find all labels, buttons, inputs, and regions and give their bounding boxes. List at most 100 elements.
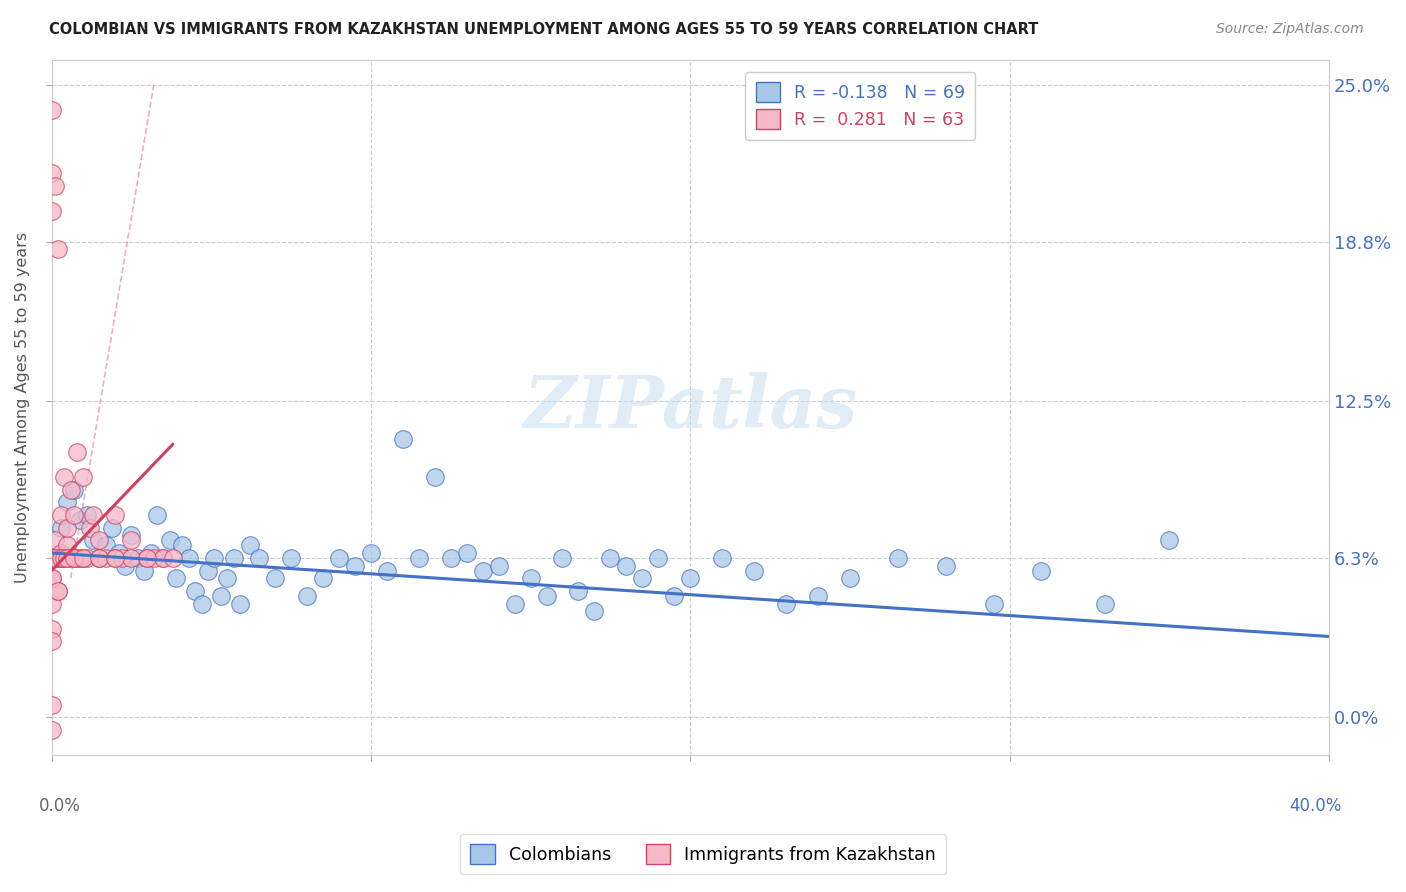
Point xyxy=(238,538,260,552)
Point xyxy=(46,551,69,566)
Point xyxy=(162,551,184,566)
Point xyxy=(89,551,111,566)
Point xyxy=(49,551,72,566)
Point xyxy=(343,558,366,573)
Point xyxy=(264,571,287,585)
Text: Source: ZipAtlas.com: Source: ZipAtlas.com xyxy=(1216,22,1364,37)
Point xyxy=(76,551,98,566)
Point xyxy=(159,533,181,548)
Point xyxy=(56,495,79,509)
Point xyxy=(104,508,127,522)
Point xyxy=(69,551,91,566)
Point xyxy=(328,551,350,566)
Point xyxy=(41,571,63,585)
Point xyxy=(104,551,127,566)
Point xyxy=(423,470,446,484)
Point xyxy=(66,444,89,458)
Point xyxy=(94,538,117,552)
Point xyxy=(46,583,69,598)
Point xyxy=(63,551,86,566)
Point xyxy=(41,204,63,219)
Point xyxy=(142,551,165,566)
Point xyxy=(72,551,94,566)
Point xyxy=(664,589,686,603)
Point xyxy=(190,597,212,611)
Legend: R = -0.138   N = 69, R =  0.281   N = 63: R = -0.138 N = 69, R = 0.281 N = 63 xyxy=(745,71,976,140)
Point xyxy=(89,551,111,566)
Point xyxy=(63,483,86,497)
Point xyxy=(139,546,162,560)
Point xyxy=(983,597,1005,611)
Point xyxy=(82,508,104,522)
Point xyxy=(41,723,63,737)
Point xyxy=(89,551,111,566)
Point xyxy=(41,622,63,636)
Point xyxy=(41,551,63,566)
Point xyxy=(583,604,606,618)
Point xyxy=(41,551,63,566)
Point xyxy=(46,243,69,257)
Point xyxy=(82,533,104,548)
Point xyxy=(41,571,63,585)
Point xyxy=(44,533,66,548)
Point xyxy=(134,564,156,578)
Point xyxy=(375,564,398,578)
Point xyxy=(711,551,734,566)
Point xyxy=(519,571,541,585)
Point xyxy=(209,589,232,603)
Point xyxy=(114,558,136,573)
Point xyxy=(775,597,797,611)
Point xyxy=(165,571,187,585)
Point xyxy=(1159,533,1181,548)
Point xyxy=(120,533,142,548)
Point xyxy=(53,470,76,484)
Point xyxy=(56,521,79,535)
Point xyxy=(59,483,82,497)
Point xyxy=(177,551,200,566)
Point xyxy=(471,564,494,578)
Point xyxy=(136,551,159,566)
Point xyxy=(360,546,382,560)
Legend: Colombians, Immigrants from Kazakhstan: Colombians, Immigrants from Kazakhstan xyxy=(460,833,946,874)
Point xyxy=(89,533,111,548)
Point xyxy=(79,521,101,535)
Point xyxy=(742,564,765,578)
Point xyxy=(41,166,63,180)
Point xyxy=(63,508,86,522)
Point xyxy=(408,551,430,566)
Point xyxy=(807,589,830,603)
Point xyxy=(127,551,149,566)
Point xyxy=(56,551,79,566)
Point xyxy=(66,551,89,566)
Point xyxy=(41,597,63,611)
Point xyxy=(152,551,174,566)
Point xyxy=(229,597,252,611)
Point xyxy=(567,583,589,598)
Text: 0.0%: 0.0% xyxy=(39,797,80,815)
Point xyxy=(197,564,219,578)
Text: 40.0%: 40.0% xyxy=(1289,797,1341,815)
Point xyxy=(94,551,117,566)
Point xyxy=(935,558,957,573)
Point xyxy=(503,597,526,611)
Point xyxy=(59,551,82,566)
Point xyxy=(456,546,478,560)
Point xyxy=(679,571,702,585)
Point xyxy=(647,551,669,566)
Point xyxy=(551,551,574,566)
Point xyxy=(44,179,66,194)
Point xyxy=(1094,597,1116,611)
Point xyxy=(46,583,69,598)
Point xyxy=(295,589,318,603)
Point xyxy=(111,551,134,566)
Point xyxy=(184,583,207,598)
Point xyxy=(63,551,86,566)
Point xyxy=(838,571,860,585)
Point xyxy=(312,571,335,585)
Point xyxy=(172,538,194,552)
Point xyxy=(53,551,76,566)
Point xyxy=(614,558,637,573)
Text: COLOMBIAN VS IMMIGRANTS FROM KAZAKHSTAN UNEMPLOYMENT AMONG AGES 55 TO 59 YEARS C: COLOMBIAN VS IMMIGRANTS FROM KAZAKHSTAN … xyxy=(49,22,1039,37)
Point xyxy=(41,551,63,566)
Point xyxy=(46,551,69,566)
